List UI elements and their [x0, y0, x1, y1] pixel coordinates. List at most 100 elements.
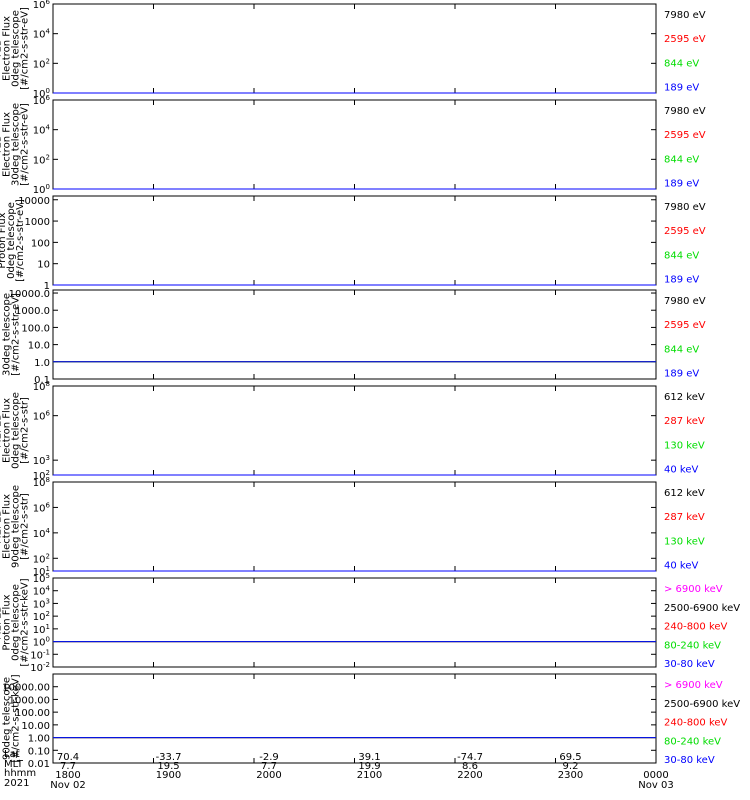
x-mlt-value: 9.2	[563, 761, 579, 772]
legend-entry: 80-240 keV	[664, 736, 721, 747]
lat-label: Lat	[4, 749, 20, 760]
panel-3	[52, 195, 657, 286]
y-axis-label: TEDElectron Flux0deg telescope[#/cm2-s-s…	[0, 7, 31, 90]
legend-entry: 612 keV	[664, 392, 705, 403]
legend-entry: 7980 eV	[664, 296, 706, 307]
y-tick-label: 100	[33, 183, 50, 196]
legend-entry: 240-800 keV	[664, 718, 728, 729]
x-time-label: 0000	[643, 770, 668, 781]
y-tick-label: 1	[44, 281, 50, 292]
panel-frame	[52, 3, 657, 94]
legend-entry: 2595 eV	[664, 226, 706, 237]
x-axis-row-labels: Lat MLT hhmm 2021	[4, 750, 44, 788]
legend-entry: 287 keV	[664, 416, 705, 427]
year-label: 2021	[4, 777, 30, 789]
x-date-label: Nov 03	[638, 780, 673, 791]
x-time-label: 2000	[256, 770, 281, 781]
legend-entry: 2500-6900 keV	[664, 699, 740, 710]
panel-frame	[52, 673, 657, 764]
y-axis-label: 30deg telescope[#/cm2-s-str-eV]	[2, 293, 22, 376]
legend-entry: 189 eV	[664, 179, 699, 190]
legend-entry: > 6900 keV	[664, 584, 723, 595]
y-tick-label: 0.10	[28, 746, 50, 757]
panel-frame	[52, 481, 657, 572]
y-tick-label: 100	[31, 238, 50, 249]
legend-entry: 844 eV	[664, 344, 699, 355]
y-tick-label: 103	[33, 454, 50, 467]
y-tick-label: 102	[33, 153, 50, 166]
legend-entry: 7980 eV	[664, 106, 706, 117]
panel-5	[52, 385, 657, 476]
x-time-label: 1900	[156, 770, 181, 781]
y-tick-label: 1.0	[34, 358, 50, 369]
y-tick-label: 10	[37, 260, 50, 271]
legend-entry: 189 eV	[664, 83, 699, 94]
y-axis-label: MEPEDElectron Flux90deg telescope[#/cm2-…	[0, 485, 31, 568]
legend-entry: > 6900 keV	[664, 680, 723, 691]
y-tick-label: 108	[33, 380, 50, 393]
y-tick-label: 106	[33, 410, 51, 423]
y-tick-label: 101	[33, 565, 50, 578]
legend-entry: 612 keV	[664, 488, 705, 499]
legend-entry: 2500-6900 keV	[664, 603, 740, 614]
y-axis-label: MEPEDProton Flux0deg telescope[#/cm2-s-s…	[0, 578, 31, 666]
legend-entry: 844 eV	[664, 154, 699, 165]
x-mlt-value: 19.5	[157, 761, 179, 772]
panel-4	[52, 289, 657, 380]
y-tick-label: 10-2	[30, 661, 50, 674]
x-mlt-value: 8.6	[462, 761, 478, 772]
y-tick-label: 102	[33, 552, 50, 565]
x-time-label: 2200	[457, 770, 482, 781]
y-tick-label: 103	[33, 597, 50, 610]
y-tick-label: 10000.00	[2, 683, 50, 694]
legend-entry: 30-80 keV	[664, 659, 715, 670]
y-axis-label: MEPEDElectron Flux0deg telescope[#/cm2-s…	[0, 392, 31, 469]
y-tick-label: 105	[33, 572, 50, 585]
legend-entry: 189 eV	[664, 275, 699, 286]
legend-entry: 844 eV	[664, 58, 699, 69]
legend-entry: 7980 eV	[664, 202, 706, 213]
panel-2	[52, 99, 657, 190]
x-mlt-value: 7.7	[261, 761, 277, 772]
x-mlt-value: 7.7	[60, 761, 76, 772]
panel-frame	[52, 577, 657, 668]
legend-entry: 287 keV	[664, 512, 705, 523]
x-mlt-value: 19.9	[358, 761, 380, 772]
legend-entry: 844 eV	[664, 250, 699, 261]
panel-frame	[52, 195, 657, 286]
x-lat-value: 69.5	[559, 752, 581, 763]
y-tick-label: 104	[33, 28, 51, 41]
panel-6	[52, 481, 657, 572]
x-lat-value: -2.9	[259, 752, 279, 763]
panel-frame	[52, 385, 657, 476]
legend-entry: 2595 eV	[664, 34, 706, 45]
y-tick-label: 102	[33, 469, 50, 482]
y-tick-label: 100	[33, 87, 50, 100]
legend-entry: 130 keV	[664, 440, 705, 451]
y-tick-label: 100	[33, 636, 50, 649]
legend-entry: 40 keV	[664, 465, 698, 476]
x-lat-value: 39.1	[358, 752, 380, 763]
x-time-label: 1800	[55, 770, 80, 781]
panel-frame	[52, 99, 657, 190]
legend-entry: 30-80 keV	[664, 755, 715, 766]
y-tick-label: 100.00	[15, 708, 50, 719]
legend-entry: 2595 eV	[664, 320, 706, 331]
y-axis-label: TEDElectron Flux30deg telescope[#/cm2-s-…	[0, 103, 31, 186]
y-tick-label: 104	[33, 527, 51, 540]
y-tick-label: 106	[33, 94, 51, 107]
legend-entry: 2595 eV	[664, 130, 706, 141]
y-tick-label: 10.0	[28, 341, 50, 352]
mlt-label: MLT	[4, 758, 23, 770]
panel-1	[52, 3, 657, 94]
x-date-label: Nov 02	[50, 780, 85, 791]
x-time-label: 2300	[558, 770, 583, 781]
hhmm-label: hhmm	[4, 768, 37, 780]
y-tick-label: 10-1	[30, 648, 50, 661]
y-tick-label: 10.00	[21, 721, 50, 732]
y-tick-label: 0.01	[28, 759, 50, 770]
y-tick-label: 1000	[25, 217, 50, 228]
y-tick-label: 0.1	[34, 375, 50, 386]
y-axis-label: Proton Flux0deg telescope[#/cm2-s-str-eV…	[0, 199, 26, 282]
